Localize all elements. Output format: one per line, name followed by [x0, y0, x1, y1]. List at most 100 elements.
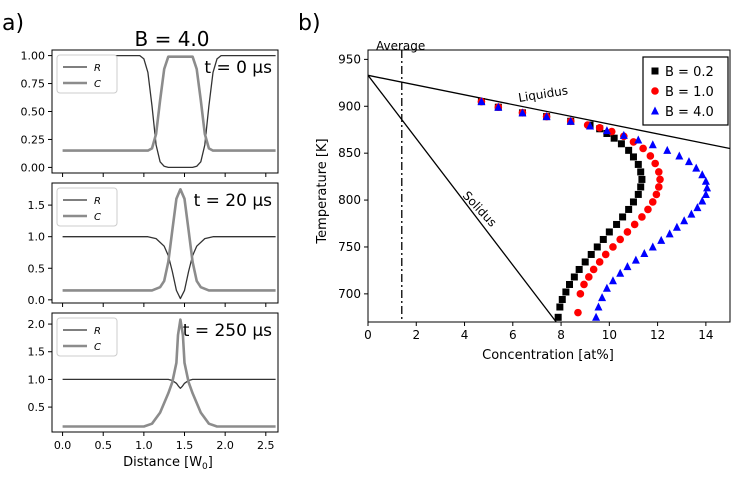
- x-tick-label: 6: [509, 328, 517, 342]
- data-point: [558, 295, 566, 303]
- data-point: [680, 216, 689, 225]
- data-point: [625, 205, 633, 213]
- series-line-C: [62, 55, 276, 152]
- data-point: [574, 308, 582, 317]
- time-label: t = 20 µs: [194, 191, 273, 211]
- data-point: [556, 303, 564, 311]
- solidus-line: [368, 74, 557, 322]
- x-tick-label: 4: [461, 328, 469, 342]
- y-tick-label: 0.25: [21, 133, 46, 146]
- legend-label: B = 1.0: [665, 85, 714, 100]
- data-point: [593, 243, 601, 251]
- x-tick-label: 10: [602, 328, 617, 342]
- subplot-t20: 0.0 0.5 1.0 1.5 t = 20 µs RC: [28, 182, 279, 307]
- y-tick-label: 0.5: [28, 401, 46, 414]
- legend-label: C: [94, 79, 101, 90]
- panel-a-xlabel: Distance [W0]: [123, 455, 213, 472]
- data-point: [638, 213, 646, 221]
- data-point: [477, 97, 486, 106]
- data-point: [617, 140, 625, 148]
- data-point: [701, 189, 710, 198]
- legend-label: R: [94, 196, 101, 207]
- data-point: [599, 235, 607, 243]
- data-point: [589, 265, 598, 274]
- data-point: [637, 183, 645, 191]
- solidus-label: Solidus: [460, 188, 500, 229]
- series-line-C: [62, 318, 276, 428]
- data-point: [609, 243, 617, 251]
- panel-b-label: b): [298, 11, 321, 36]
- panel-a-title: B = 4.0: [135, 27, 210, 51]
- data-point: [672, 222, 681, 231]
- data-point: [619, 213, 627, 221]
- data-point: [698, 196, 707, 205]
- series-line-R: [62, 378, 276, 389]
- data-point: [630, 220, 639, 229]
- data-point: [637, 168, 645, 176]
- data-point: [566, 116, 575, 125]
- data-point: [648, 242, 657, 251]
- legend-label: C: [94, 342, 101, 353]
- phase-diagram: 0 2 4 6 8 10 12 14 700 750 800 850 900 950 B = 0.2 B = …: [338, 49, 731, 342]
- data-point: [665, 229, 674, 238]
- data-point: [648, 198, 657, 206]
- legend-marker: [651, 67, 659, 75]
- data-point: [663, 145, 672, 154]
- data-point: [598, 293, 607, 302]
- x-tick-label: 14: [698, 328, 713, 342]
- data-point: [587, 250, 595, 258]
- data-point: [656, 175, 664, 184]
- data-point: [610, 134, 618, 142]
- y-tick-label: 0.5: [28, 262, 46, 275]
- data-point: [494, 102, 503, 111]
- y-tick-label: 0.50: [21, 106, 46, 119]
- data-point: [592, 312, 601, 321]
- data-point: [616, 268, 625, 277]
- y-tick-label: 1.5: [28, 346, 46, 359]
- series-line-R: [62, 54, 276, 169]
- data-point: [601, 250, 610, 259]
- y-tick-label: 0.0: [28, 294, 46, 307]
- data-point: [652, 190, 661, 199]
- subplot-t0: 0.00 0.25 0.50 0.75 1.00 t = 0 µs RC: [21, 49, 279, 177]
- series-line-C: [62, 188, 276, 292]
- x-tick-label: 12: [650, 328, 665, 342]
- data-point: [554, 313, 562, 321]
- legend-box: [56, 317, 118, 357]
- y-tick-label: 2.0: [28, 318, 46, 331]
- data-point: [570, 273, 578, 281]
- legend-label: B = 4.0: [665, 105, 714, 120]
- average-label: Average: [376, 39, 425, 53]
- liquidus-line: [368, 74, 730, 150]
- y-tick-label: 1.0: [28, 373, 46, 386]
- data-point: [684, 157, 693, 166]
- data-point: [616, 235, 624, 244]
- x-tick-label: 2.5: [257, 439, 275, 452]
- data-point: [629, 138, 638, 146]
- legend-marker: [651, 87, 659, 95]
- y-tick-label: 1.0: [28, 231, 46, 244]
- data-point: [644, 205, 652, 214]
- data-point: [655, 183, 663, 191]
- data-point: [566, 280, 574, 288]
- data-point: [595, 124, 604, 132]
- x-tick-label: 2: [412, 328, 420, 342]
- y-tick-label: 850: [338, 146, 361, 160]
- data-point: [629, 153, 637, 161]
- data-point: [613, 220, 621, 228]
- panel-b-xlabel: Concentration [at%]: [482, 348, 614, 363]
- data-point: [623, 228, 632, 236]
- plot-area: [368, 50, 730, 322]
- data-point: [693, 203, 702, 212]
- data-point: [648, 140, 657, 149]
- data-point: [594, 302, 603, 311]
- axes-frame: [51, 312, 279, 433]
- data-point: [692, 163, 701, 172]
- data-point: [651, 159, 659, 168]
- data-point: [602, 283, 611, 292]
- data-point: [625, 146, 633, 154]
- data-point: [634, 135, 643, 144]
- y-tick-label: 800: [338, 193, 361, 207]
- y-tick-label: 0.75: [21, 78, 46, 91]
- data-point: [634, 160, 642, 168]
